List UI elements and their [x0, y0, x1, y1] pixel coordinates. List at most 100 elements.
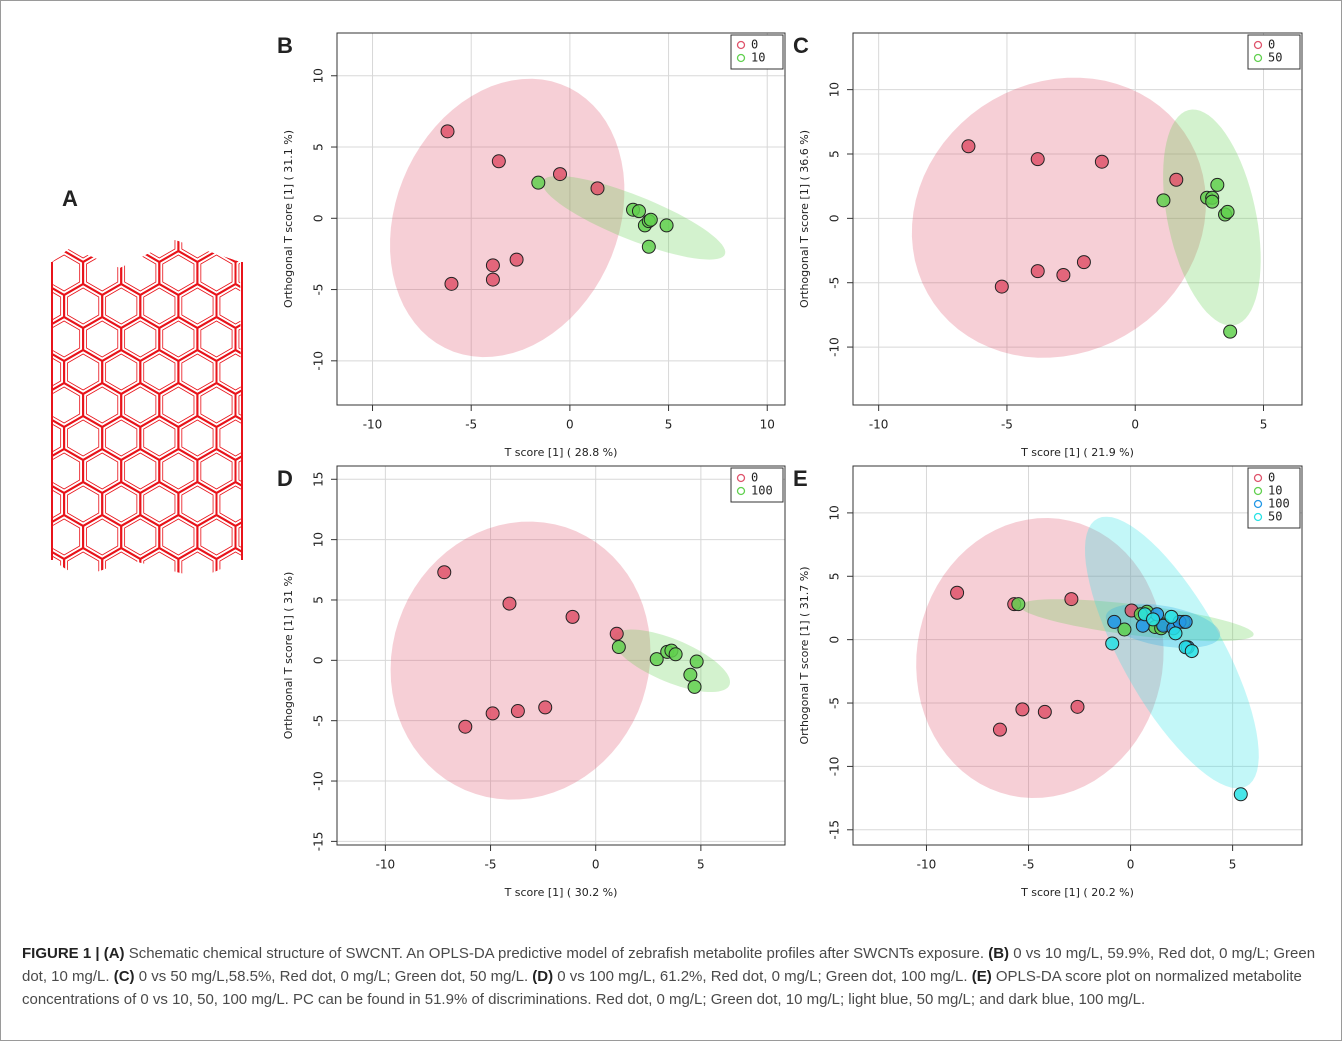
hexagon-inner — [87, 585, 118, 621]
legend-label: 0 — [1268, 38, 1275, 52]
figure: A B -10 -5 0 5 10 -10 -5 0 5 10 T score [1] ( 28.8 … — [0, 32, 1303, 899]
hexagon-inner — [124, 518, 157, 556]
hexagon-inner — [239, 585, 270, 621]
data-point — [510, 704, 525, 719]
hexagon-inner — [201, 585, 232, 621]
data-point — [994, 279, 1009, 294]
ellipses — [911, 77, 1261, 358]
y-tick-label: 0 — [828, 215, 842, 223]
hexagon-inner — [200, 452, 233, 490]
panel-label: A — [62, 186, 78, 211]
hexagon — [215, 546, 242, 578]
hexagon — [121, 185, 159, 229]
hexagon-inner — [67, 551, 100, 578]
data-point — [1223, 324, 1238, 339]
hexagon — [197, 647, 235, 691]
confidence-ellipse — [1085, 516, 1259, 789]
hexagon — [274, 515, 312, 559]
hexagon-inner — [86, 518, 119, 556]
hexagon-inner — [201, 651, 232, 687]
y-tick-label: -5 — [312, 715, 326, 727]
confidence-ellipse — [1163, 109, 1261, 326]
plot-frame — [852, 465, 1303, 846]
hexagon-inner — [124, 452, 157, 490]
plot-frame — [336, 465, 786, 846]
hexagon — [217, 614, 255, 658]
hexagon — [121, 581, 159, 625]
y-tick-label: -10 — [828, 337, 842, 357]
data-point — [509, 252, 524, 267]
hexagon-inner — [181, 240, 214, 259]
y-tick-label: 5 — [312, 143, 326, 151]
hexagon — [197, 185, 235, 229]
plot-frame — [852, 32, 1303, 406]
hexagon-inner — [143, 353, 176, 391]
hexagon-inner — [124, 320, 157, 358]
legend-marker — [736, 473, 746, 483]
data-point — [1184, 644, 1199, 659]
y-tick-label: -5 — [828, 697, 842, 709]
hexagon-inner — [67, 287, 100, 325]
hexagon-inner — [219, 353, 242, 391]
hexagon-inner — [144, 618, 175, 654]
data-point — [565, 609, 580, 624]
legend-label: 10 — [1268, 484, 1282, 498]
hexagon-inner — [181, 353, 214, 391]
caption-text: 0 vs 10 mg/L, 59.9%, Red dot, 0 mg/L; Gr… — [22, 945, 1316, 985]
data-point — [961, 139, 976, 154]
data-point — [1056, 267, 1071, 282]
legend-marker — [1253, 499, 1263, 509]
caption-bold: (D) — [532, 968, 554, 985]
data-point — [1178, 614, 1193, 629]
caption-text: 0 vs 100 mg/L, 61.2%, Red dot, 0 mg/L; G… — [553, 968, 972, 985]
data-point — [444, 276, 459, 291]
hexagon-inner — [52, 254, 81, 292]
hexagon-inner — [277, 519, 308, 555]
data-point — [1011, 597, 1026, 612]
x-tick-label: 0 — [1131, 418, 1139, 432]
y-axis-label: Orthogonal T score [1] ( 31 %) — [282, 572, 295, 740]
data-point — [992, 722, 1007, 737]
hexagon-inner — [67, 353, 100, 391]
hexagon-inner — [0, 222, 22, 258]
x-tick-label: 5 — [1260, 418, 1268, 432]
hexagon — [7, 449, 45, 493]
hexagon — [140, 614, 178, 658]
data-point — [1146, 612, 1161, 627]
data-point — [437, 565, 452, 580]
hexagon — [7, 317, 45, 361]
confidence-ellipse — [390, 521, 651, 800]
data-point — [1107, 614, 1122, 629]
data-point — [1076, 255, 1091, 270]
x-tick-label: 10 — [760, 418, 775, 432]
caption-text: Schematic chemical structure of SWCNT. A… — [124, 945, 989, 962]
hexagon — [274, 317, 312, 361]
x-tick-label: -10 — [376, 858, 396, 872]
hexagon-inner — [105, 419, 138, 457]
hexagon-inner — [162, 452, 195, 490]
confidence-ellipse — [911, 77, 1206, 358]
hexagon-inner — [67, 419, 100, 457]
hexagon-inner — [105, 353, 138, 391]
hexagon-inner — [52, 386, 81, 424]
legend-marker — [1253, 473, 1263, 483]
caption-bold: (C) — [113, 968, 135, 985]
hexagon-inner — [296, 618, 327, 654]
y-tick-label: 0 — [312, 214, 326, 222]
hexagon-inner — [143, 485, 176, 523]
confidence-ellipse — [612, 629, 730, 692]
caption-bold: (E) — [971, 968, 992, 985]
data-point — [611, 640, 626, 655]
legend-box — [730, 467, 784, 503]
y-tick-label: 5 — [828, 150, 842, 158]
caption-bold: (B) — [988, 945, 1010, 962]
hexagon-inner — [258, 354, 289, 390]
hexagon — [234, 315, 242, 363]
hexagon — [45, 581, 83, 625]
legend-box — [730, 34, 784, 70]
legend-label: 0 — [1268, 471, 1275, 485]
hexagon-inner — [182, 618, 213, 654]
hexagon-inner — [163, 189, 194, 225]
hexagon-inner — [10, 387, 41, 423]
caption-text: OPLS-DA score plot on normalized metabol… — [22, 968, 1302, 1008]
